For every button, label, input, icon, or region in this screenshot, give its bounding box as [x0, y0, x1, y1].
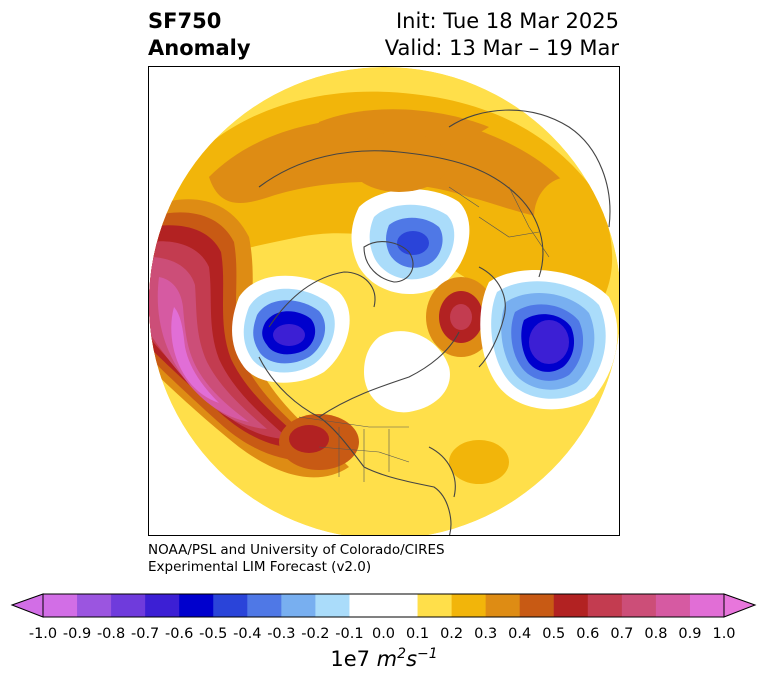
colorbar-cell — [315, 594, 350, 617]
colorbar-cell — [451, 594, 487, 617]
colorbar-cell — [621, 594, 657, 617]
colorbar-cell — [553, 594, 589, 617]
colorbar-tick-label: -0.9 — [62, 626, 92, 642]
title-variable: SF750 — [148, 9, 222, 33]
colorbar-cell — [349, 594, 384, 617]
colorbar-tick-label: 0.9 — [678, 626, 702, 642]
colorbar-tick-label: -0.6 — [165, 626, 194, 642]
colorbar-tick-label: -1.0 — [28, 626, 58, 642]
colorbar-unit-label: 1e7 m2s−1 — [0, 646, 768, 671]
colorbar-cell — [43, 594, 78, 617]
colorbar-tick-label: -0.8 — [96, 626, 126, 642]
credit-line-1: NOAA/PSL and University of Colorado/CIRE… — [148, 542, 445, 558]
colorbar-tick-label: 0.7 — [610, 626, 634, 642]
colorbar-tick-label: 1.0 — [712, 626, 736, 642]
colorbar-cell — [519, 594, 555, 617]
credit: NOAA/PSL and University of Colorado/CIRE… — [148, 542, 445, 576]
colorbar-tick-label: -0.4 — [233, 626, 262, 642]
colorbar — [10, 593, 757, 618]
colorbar-tick-label: -0.1 — [335, 626, 364, 642]
colorbar-cell — [281, 594, 316, 617]
colorbar-tick-label: 0.4 — [508, 626, 532, 642]
init-date: Init: Tue 18 Mar 2025 — [395, 9, 619, 33]
coastlines — [258, 109, 611, 535]
colorbar-cell — [417, 594, 453, 617]
unit-m: m — [376, 647, 398, 671]
colorbar-cell — [383, 594, 419, 617]
colorbar-outline — [42, 593, 725, 618]
anomaly-field — [149, 67, 619, 535]
credit-line-2: Experimental LIM Forecast (v2.0) — [148, 559, 372, 575]
colorbar-tick-label: 0.8 — [644, 626, 668, 642]
political-borders — [298, 186, 550, 482]
colorbar-cell — [213, 594, 248, 617]
colorbar-tick-label: -0.5 — [199, 626, 228, 642]
unit-s-exp: −1 — [417, 646, 438, 662]
colorbar-tick-label: 0.2 — [440, 626, 464, 642]
colorbar-tick-label: 0.1 — [406, 626, 430, 642]
unit-s: s — [406, 647, 418, 671]
colorbar-tick-label: 0.5 — [542, 626, 566, 642]
colorbar-tick-label: 0.0 — [371, 626, 396, 642]
colorbar-cell — [587, 594, 623, 617]
valid-date: Valid: 13 Mar – 19 Mar — [384, 36, 619, 60]
colorbar-extend-high — [723, 593, 757, 618]
colorbar-tick-label: 0.3 — [474, 626, 498, 642]
colorbar-tick-label: 0.6 — [576, 626, 600, 642]
colorbar-cell — [179, 594, 214, 617]
colorbar-cells — [43, 594, 725, 617]
colorbar-cell — [77, 594, 112, 617]
colorbar-tick-label: -0.3 — [267, 626, 296, 642]
colorbar-tick-label: -0.2 — [301, 626, 330, 642]
map-frame — [148, 66, 620, 536]
polar-map — [149, 67, 619, 535]
title-variable-block: SF750 Anomaly — [148, 8, 251, 62]
unit-m-exp: 2 — [397, 646, 407, 662]
colorbar-cell — [145, 594, 180, 617]
colorbar-cell — [655, 594, 691, 617]
title-subtitle: Anomaly — [148, 36, 251, 60]
colorbar-tick-label: -0.7 — [130, 626, 160, 642]
unit-base: 1e7 — [330, 647, 370, 671]
colorbar-cell — [485, 594, 521, 617]
colorbar-extend-low — [10, 593, 44, 618]
colorbar-cell — [689, 594, 725, 617]
colorbar-cell — [111, 594, 146, 617]
colorbar-cell — [247, 594, 282, 617]
title-dates-block: Init: Tue 18 Mar 2025 Valid: 13 Mar – 19… — [385, 8, 619, 62]
